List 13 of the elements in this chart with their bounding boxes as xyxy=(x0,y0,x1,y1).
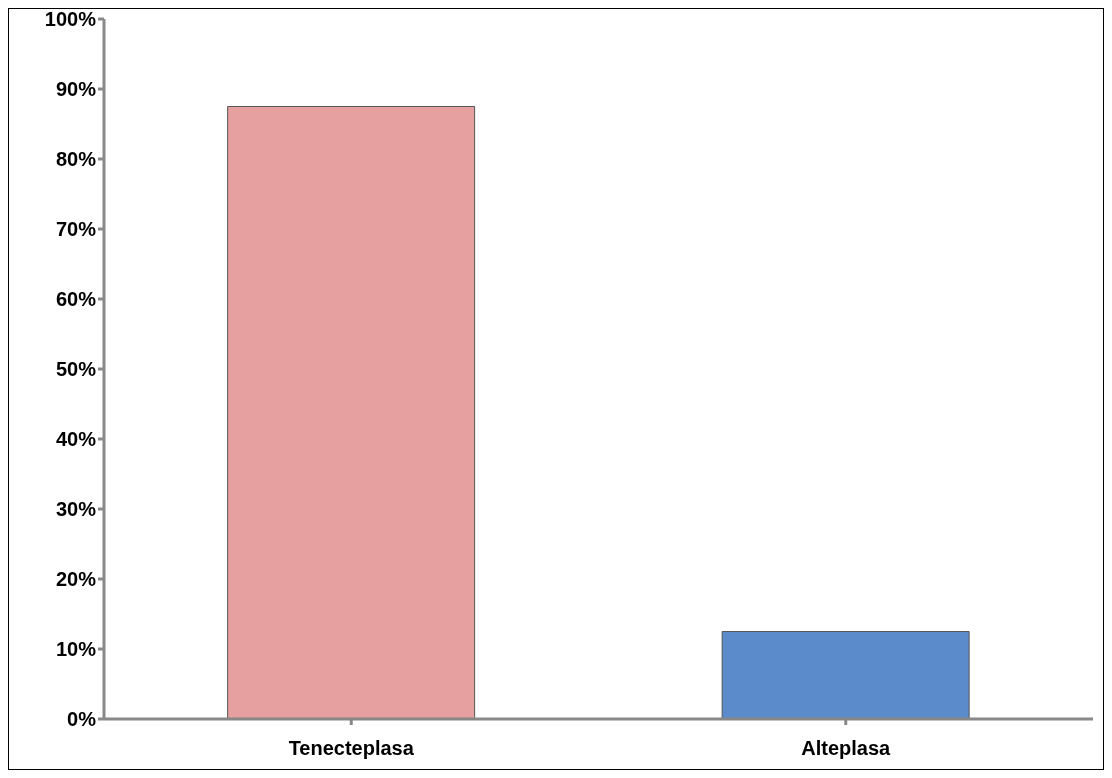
y-tick-label: 90% xyxy=(55,78,97,101)
y-tick-label: 0% xyxy=(67,708,97,731)
y-tick-label: 70% xyxy=(55,218,97,241)
x-tick-label: Tenecteplasa xyxy=(288,737,415,760)
y-tick-label: 80% xyxy=(55,148,97,171)
y-tick-label: 50% xyxy=(55,358,97,381)
y-tick-label: 60% xyxy=(55,288,97,311)
y-tick-label: 100% xyxy=(44,8,97,31)
y-tick-label: 30% xyxy=(55,498,97,521)
y-tick-label: 20% xyxy=(55,568,97,591)
y-tick-label: 10% xyxy=(55,638,97,661)
x-tick-label: Alteplasa xyxy=(801,737,892,760)
y-tick-label: 40% xyxy=(55,428,97,451)
